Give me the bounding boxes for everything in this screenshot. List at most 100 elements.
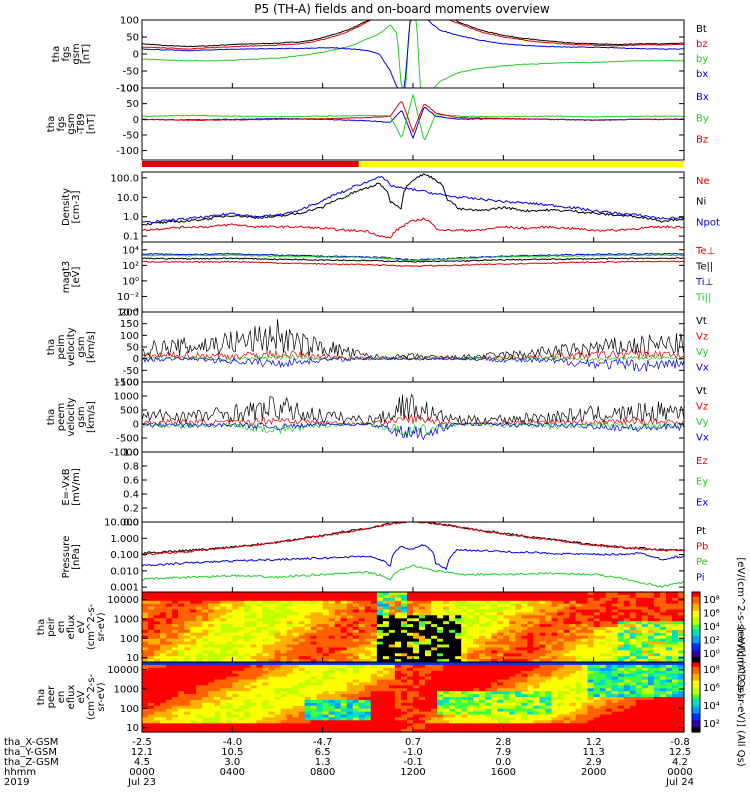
spectrogram-cell [214, 621, 221, 625]
spectrogram-cell [467, 676, 474, 681]
spectrogram-cell [172, 650, 179, 654]
spectrogram-cell [641, 597, 649, 602]
spectrogram-cell [569, 612, 577, 616]
spectrogram-cell [346, 682, 354, 686]
spectrogram-cell [569, 723, 577, 727]
spectrogram-cell [364, 653, 372, 657]
spectrogram-cell [244, 685, 251, 689]
spectrogram-cell [376, 729, 384, 733]
spectrogram-cell [382, 702, 390, 707]
y-axis-label-line: [km/s] [86, 331, 97, 363]
spectrogram-cell [292, 650, 300, 654]
spectrogram-cell [629, 653, 637, 657]
spectrogram-cell [678, 659, 685, 663]
spectrogram-cell [443, 662, 450, 666]
spectrogram-cell [672, 664, 679, 669]
spectrogram-cell [575, 676, 583, 681]
spectrogram-cell [238, 691, 245, 695]
spectrogram-cell [461, 594, 468, 599]
spectrogram-cell [672, 659, 679, 663]
spectrogram-cell [557, 685, 565, 689]
spectrogram-cell [220, 621, 227, 625]
spectrogram-cell [641, 673, 649, 678]
spectrogram-cell [250, 694, 257, 698]
spectrogram-cell [250, 621, 257, 625]
colorbar-step [692, 690, 700, 693]
spectrogram-cell [587, 594, 595, 599]
spectrogram-cell [370, 656, 378, 660]
spectrogram-cell [388, 705, 396, 710]
spectrogram-cell [678, 708, 685, 713]
spectrogram-cell [244, 635, 251, 640]
spectrogram-cell [298, 676, 306, 681]
spectrogram-cell [678, 679, 685, 683]
y-axis-label-line: fgs [56, 116, 67, 131]
spectrogram-cell [521, 694, 528, 698]
spectrogram-cell [617, 656, 625, 660]
spectrogram-cell [678, 592, 685, 596]
spectrogram-cell [256, 694, 263, 698]
spectrogram-cell [479, 720, 486, 724]
spectrogram-cell [653, 606, 661, 611]
legend-entry-Npot: Npot [696, 217, 720, 228]
spectrogram-cell [425, 720, 432, 724]
spectrogram-cell [202, 711, 209, 716]
spectrogram-cell [503, 621, 510, 625]
spectrogram-cell [394, 618, 402, 622]
spectrogram-cell [581, 682, 589, 686]
spectrogram-cell [497, 697, 504, 701]
legend-entry-Te||: Te|| [695, 262, 713, 273]
spectrogram-cell [557, 711, 565, 716]
spectrogram-cell [178, 650, 185, 654]
spectrogram-cell [334, 699, 342, 704]
spectrogram-cell [527, 647, 534, 651]
spectrogram-cell [160, 603, 167, 608]
spectrogram-cell [268, 670, 276, 675]
spectrogram-cell [485, 641, 492, 646]
spectrogram-cell [491, 694, 498, 698]
spectrogram-cell [425, 723, 432, 727]
spectrogram-cell [322, 691, 330, 695]
spectrogram-cell [575, 609, 583, 613]
spectrogram-cell [497, 638, 504, 643]
spectrogram-cell [491, 688, 498, 692]
spectrogram-cell [479, 662, 486, 666]
spectrogram-cell [491, 699, 498, 704]
spectrogram-cell [473, 679, 480, 683]
spectrogram-cell [244, 708, 251, 713]
spectrogram-cell [545, 726, 553, 730]
spectrogram-cell [280, 612, 288, 616]
spectrogram-cell [509, 592, 516, 596]
spectrogram-cell [647, 717, 655, 721]
spectrogram-cell [316, 635, 324, 640]
spectrogram-cell [539, 723, 547, 727]
spectrogram-cell [545, 662, 553, 666]
spectrogram-cell [388, 627, 396, 631]
spectrogram-cell [672, 612, 679, 616]
spectrogram-cell [503, 688, 510, 692]
spectrogram-cell [394, 711, 402, 716]
spectrogram-cell [653, 691, 661, 695]
colorbar-step [692, 629, 700, 633]
spectrogram-cell [419, 656, 426, 660]
spectrogram-cell [437, 641, 444, 646]
spectrogram-cell [527, 621, 534, 625]
spectrogram-cell [419, 723, 426, 727]
spectrogram-cell [352, 685, 360, 689]
spectrogram-cell [328, 594, 336, 599]
spectrogram-cell [274, 609, 282, 613]
spectrogram-cell [635, 670, 643, 675]
spectrogram-cell [605, 679, 613, 683]
ephemeris-value: 0400 [220, 767, 245, 778]
spectrogram-cell [551, 635, 559, 640]
spectrogram-cell [653, 662, 661, 666]
spectrogram-cell [382, 641, 390, 646]
spectrogram-cell [328, 612, 336, 616]
spectrogram-cell [455, 662, 462, 666]
spectrogram-cell [569, 670, 577, 675]
spectrogram-cell [461, 729, 468, 733]
spectrogram-cell [503, 656, 510, 660]
spectrogram-cell [310, 629, 318, 634]
spectrogram-cell [262, 659, 269, 663]
spectrogram-cell [316, 592, 324, 596]
